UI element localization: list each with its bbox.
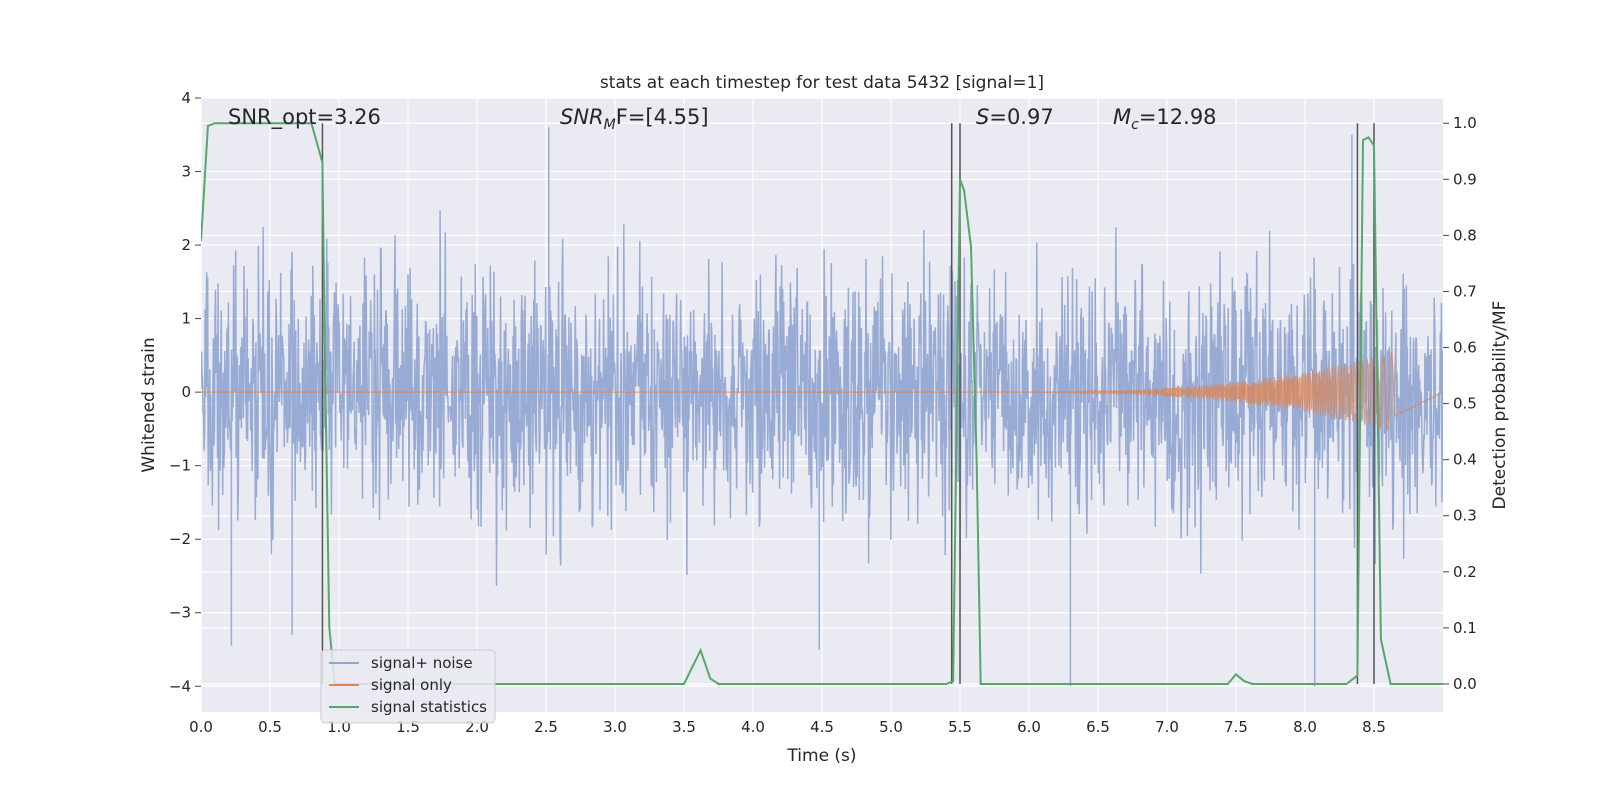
x-tick-label: 4.5 [810, 718, 834, 736]
x-tick-label: 8.5 [1362, 718, 1386, 736]
x-tick-label: 2.5 [534, 718, 558, 736]
y-right-tick-label: 0.1 [1453, 619, 1477, 637]
annotation-snr-mf-sub: M [604, 117, 616, 133]
legend-label-stats: signal statistics [371, 698, 487, 716]
annotation-snr-mf-rest: F=[4.55] [616, 105, 709, 129]
x-tick-label: 0.5 [258, 718, 282, 736]
y-left-tick-label: −1 [169, 457, 191, 475]
y-right-tick-label: 0.8 [1453, 226, 1477, 244]
legend-label-noise: signal+ noise [371, 654, 473, 672]
y-left-tick-label: −3 [169, 604, 191, 622]
y-right-tick-label: 0.5 [1453, 395, 1477, 413]
x-tick-label: 8.0 [1293, 718, 1317, 736]
series-signal-plus-noise [201, 127, 1443, 687]
y-left-tick-label: 3 [181, 163, 191, 181]
y-right-tick-label: 0.9 [1453, 170, 1477, 188]
y-right-tick-label: 0.2 [1453, 563, 1477, 581]
y-axis-left-label: Whitened strain [139, 337, 159, 472]
y-left-tick-label: 0 [181, 383, 191, 401]
x-tick-label: 4.0 [741, 718, 765, 736]
y-axis-right-label: Detection probability/MF [1490, 301, 1510, 510]
x-tick-label: 6.5 [1086, 718, 1110, 736]
y-right-tick-label: 1.0 [1453, 114, 1477, 132]
y-left-tick-label: 1 [181, 310, 191, 328]
x-tick-label: 0.0 [189, 718, 213, 736]
chart-title: stats at each timestep for test data 543… [600, 73, 1044, 93]
legend-box [320, 649, 496, 724]
y-left-tick-label: −4 [169, 677, 191, 695]
x-axis-label: Time (s) [786, 746, 856, 766]
x-tick-label: 3.0 [603, 718, 627, 736]
y-left-tick-label: 2 [181, 236, 191, 254]
y-right-tick-label: 0.6 [1453, 339, 1477, 357]
annotation-snr-opt: SNR_opt=3.26 [228, 105, 381, 130]
x-tick-label: 5.5 [948, 718, 972, 736]
y-axis-left-ticks: 4 3 2 1 0 −1 −2 −3 −4 [169, 89, 201, 695]
y-right-tick-label: 0.4 [1453, 451, 1477, 469]
x-tick-label: 6.0 [1017, 718, 1041, 736]
x-tick-label: 7.0 [1155, 718, 1179, 736]
y-axis-right-ticks: 1.0 0.9 0.8 0.7 0.6 0.5 0.4 0.3 0.2 0.1 0.0 [1443, 114, 1477, 693]
series-signal-statistics [201, 122, 1443, 685]
annotation-s: S=0.97 [976, 105, 1054, 129]
annotation-mc: Mc=12.98 [1113, 105, 1217, 133]
x-tick-label: 3.5 [672, 718, 696, 736]
y-right-tick-label: 0.7 [1453, 282, 1477, 300]
y-left-tick-label: −2 [169, 530, 191, 548]
legend: signal+ noise signal only signal statist… [320, 649, 496, 724]
y-right-tick-label: 0.0 [1453, 675, 1477, 693]
plot-area [201, 122, 1443, 687]
x-tick-label: 5.0 [879, 718, 903, 736]
x-tick-label: 7.5 [1224, 718, 1248, 736]
y-right-tick-label: 0.3 [1453, 507, 1477, 525]
y-left-tick-label: 4 [181, 89, 191, 107]
legend-label-signal: signal only [371, 676, 452, 694]
annotation-snr-mf-main: SNR [560, 105, 604, 129]
series-signal-only [201, 350, 1443, 431]
annotation-snr-mf: SNRMF=[4.55] [560, 105, 709, 133]
